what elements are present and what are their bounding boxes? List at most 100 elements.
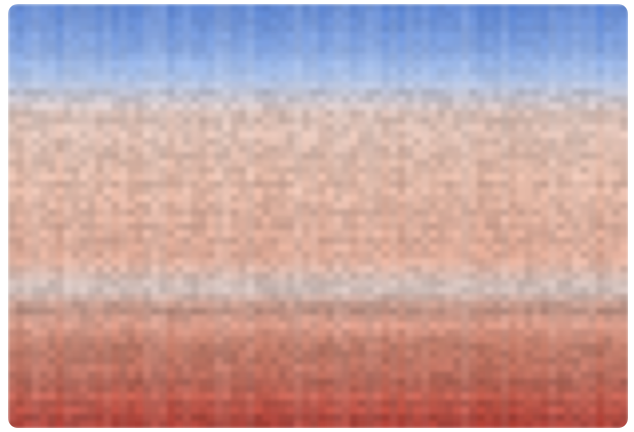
texture-cell [207, 188, 216, 196]
texture-cell [207, 131, 216, 139]
texture-cell [572, 152, 581, 160]
texture-cell [56, 159, 65, 167]
texture-cell [485, 265, 494, 273]
texture-cell [80, 322, 89, 330]
texture-cell [127, 181, 136, 189]
texture-cell [48, 195, 57, 203]
texture-cell [215, 251, 224, 259]
texture-cell [270, 68, 279, 76]
texture-cell [453, 386, 462, 394]
texture-cell [143, 124, 152, 132]
texture-cell [366, 364, 375, 372]
texture-cell [374, 230, 383, 238]
texture-cell [191, 195, 200, 203]
texture-cell [151, 124, 160, 132]
texture-cell [556, 343, 565, 351]
texture-cell [254, 11, 263, 19]
texture-cell [374, 195, 383, 203]
texture-cell [429, 117, 438, 125]
texture-cell [207, 223, 216, 231]
texture-cell [390, 145, 399, 153]
texture-cell [111, 251, 120, 259]
texture-cell [32, 159, 41, 167]
texture-cell [48, 230, 57, 238]
texture-cell [40, 25, 49, 33]
texture-cell [95, 265, 104, 273]
texture-cell [119, 322, 128, 330]
texture-cell [477, 258, 486, 266]
texture-cell [278, 414, 287, 422]
texture-cell [183, 53, 192, 61]
texture-cell [56, 117, 65, 125]
texture-cell [461, 18, 470, 26]
texture-cell [302, 322, 311, 330]
texture-cell [485, 181, 494, 189]
texture-cell [310, 202, 319, 210]
texture-cell [564, 4, 573, 12]
texture-cell [612, 195, 621, 203]
texture-cell [445, 280, 454, 288]
texture-cell [501, 152, 510, 160]
texture-cell [620, 117, 629, 125]
texture-cell [382, 230, 391, 238]
texture-cell [461, 103, 470, 111]
texture-cell [294, 350, 303, 358]
texture-cell [231, 159, 240, 167]
texture-cell [485, 364, 494, 372]
texture-cell [64, 103, 73, 111]
texture-cell [572, 216, 581, 224]
texture-cell [16, 371, 25, 379]
texture-cell [183, 223, 192, 231]
texture-cell [48, 167, 57, 175]
texture-cell [95, 322, 104, 330]
texture-cell [382, 145, 391, 153]
texture-cell [278, 152, 287, 160]
texture-cell [564, 371, 573, 379]
texture-cell [517, 414, 526, 422]
texture-cell [127, 421, 136, 429]
texture-cell [239, 209, 248, 217]
texture-cell [175, 39, 184, 47]
texture-cell [159, 244, 168, 252]
texture-cell [159, 301, 168, 309]
texture-cell [485, 4, 494, 12]
texture-cell [358, 357, 367, 365]
texture-cell [127, 96, 136, 104]
texture-cell [612, 152, 621, 160]
texture-cell [620, 75, 629, 83]
texture-cell [127, 237, 136, 245]
texture-cell [453, 244, 462, 252]
texture-cell [80, 301, 89, 309]
texture-cell [533, 11, 542, 19]
texture-cell [175, 315, 184, 323]
texture-cell [40, 343, 49, 351]
texture-cell [342, 343, 351, 351]
texture-cell [191, 265, 200, 273]
texture-cell [24, 329, 33, 337]
texture-cell [596, 61, 605, 69]
texture-cell [612, 364, 621, 372]
texture-cell [310, 322, 319, 330]
texture-cell [270, 329, 279, 337]
texture-cell [262, 89, 271, 97]
texture-cell [135, 280, 144, 288]
texture-cell [461, 364, 470, 372]
texture-cell [119, 244, 128, 252]
texture-cell [151, 82, 160, 90]
texture-cell [72, 11, 81, 19]
texture-cell [620, 386, 629, 394]
texture-cell [286, 75, 295, 83]
texture-cell [374, 103, 383, 111]
texture-cell [469, 294, 478, 302]
texture-cell [262, 237, 271, 245]
texture-cell [596, 145, 605, 153]
texture-cell [246, 145, 255, 153]
texture-cell [596, 308, 605, 316]
texture-cell [413, 181, 422, 189]
texture-cell [533, 145, 542, 153]
texture-cell [143, 188, 152, 196]
texture-cell [223, 103, 232, 111]
texture-cell [405, 421, 414, 429]
texture-cell [262, 230, 271, 238]
texture-cell [509, 343, 518, 351]
